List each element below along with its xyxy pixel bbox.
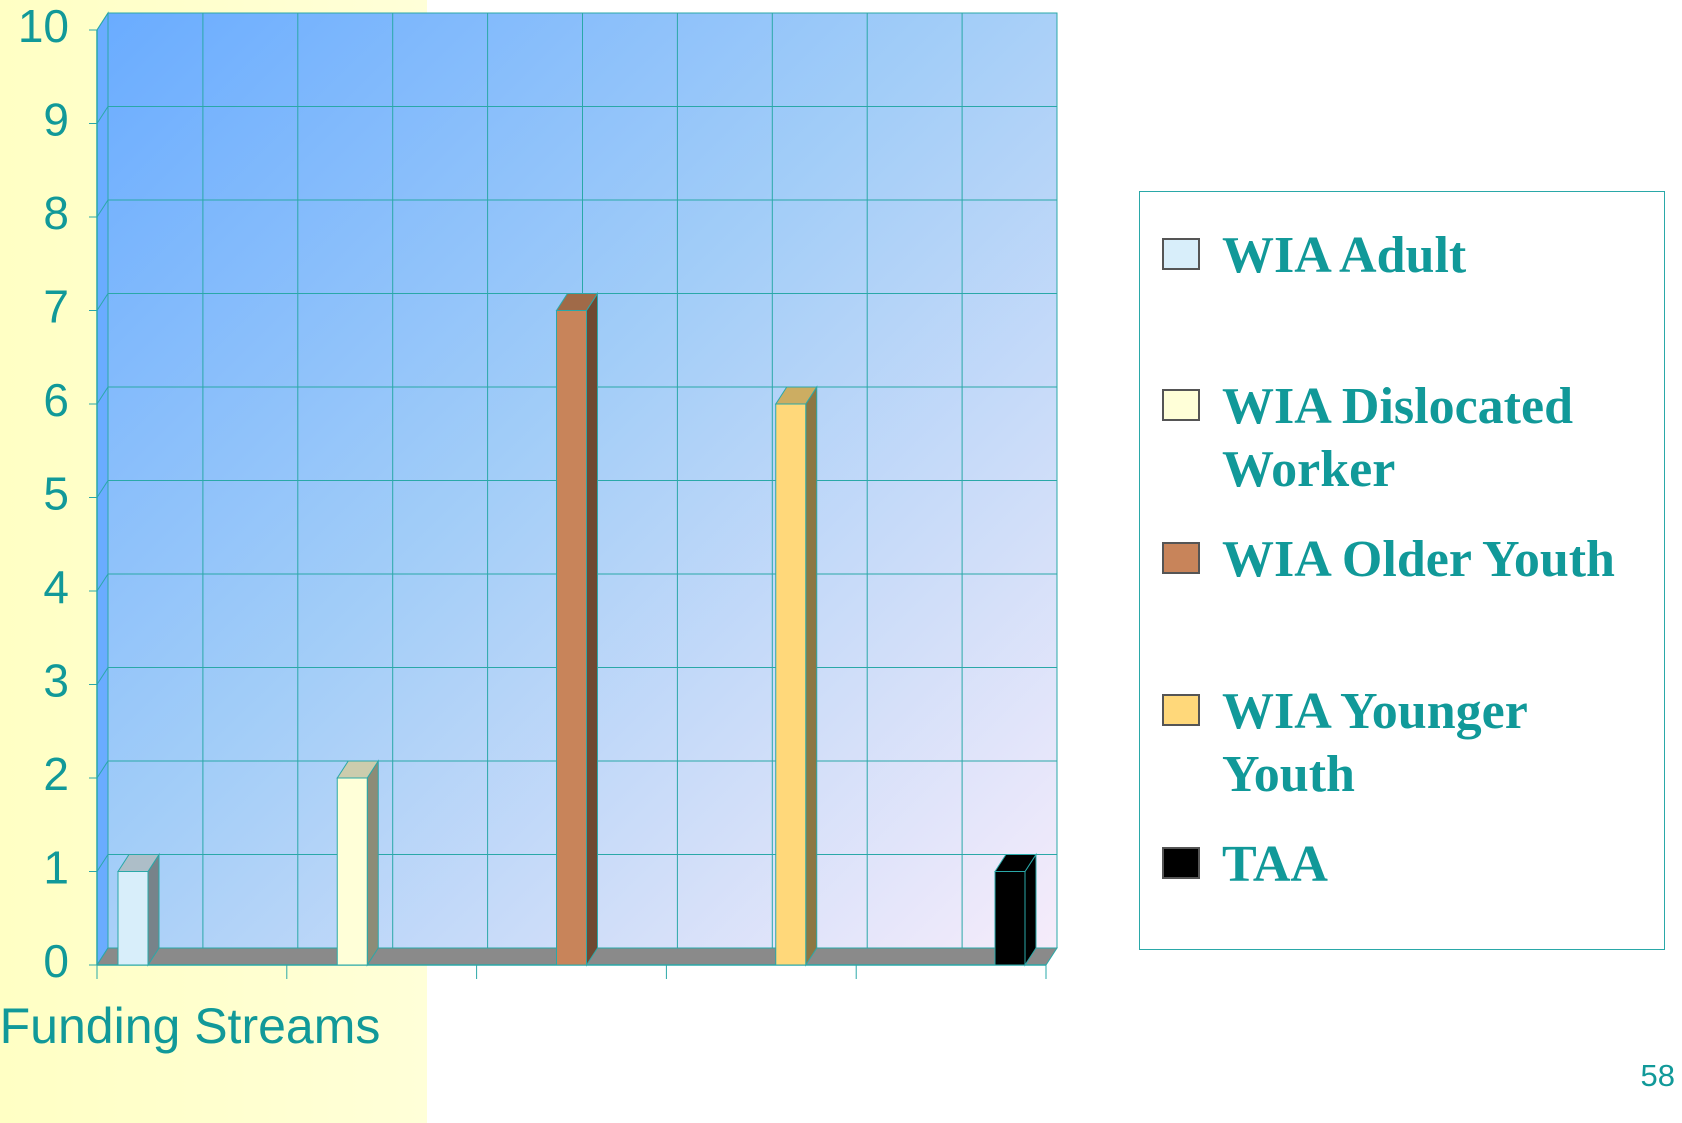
grid-line	[96, 573, 109, 592]
legend-label: WIA Adult	[1222, 227, 1467, 284]
bar-side	[147, 852, 160, 967]
bar-side	[586, 291, 598, 967]
grid-line	[96, 386, 109, 405]
bar	[775, 403, 807, 966]
grid-line	[96, 106, 109, 124]
bar	[994, 871, 1026, 966]
y-tick-label: 10	[18, 0, 69, 52]
y-tick-label: 3	[43, 655, 69, 707]
legend-label: TAA	[1222, 836, 1328, 893]
y-tick-label: 5	[43, 468, 69, 520]
bar	[117, 871, 149, 966]
y-tick-label: 4	[43, 561, 69, 613]
grid-line	[96, 760, 109, 779]
legend-label: WIA Younger Youth	[1222, 683, 1527, 803]
grid-line	[96, 854, 109, 872]
bar	[556, 310, 587, 966]
y-tick-label: 2	[43, 748, 69, 800]
bar-side	[1024, 852, 1037, 967]
grid-line	[96, 199, 109, 218]
legend-label: WIA Older Youth	[1222, 531, 1615, 588]
y-tick-label: 7	[43, 281, 69, 333]
legend-swatch	[1162, 389, 1200, 421]
legend-swatch	[1162, 847, 1200, 879]
y-tick-label: 6	[43, 374, 69, 426]
y-tick-label: 9	[43, 94, 69, 146]
y-tick-label: 8	[43, 187, 69, 239]
bar-side	[366, 759, 379, 967]
legend-label: WIA Dislocated Worker	[1222, 378, 1573, 498]
page-number: 58	[1640, 1058, 1675, 1093]
category-label: Funding Streams	[0, 998, 380, 1054]
grid-line	[96, 12, 109, 31]
bar-side	[805, 385, 818, 967]
legend-swatch	[1162, 694, 1200, 726]
grid-line	[96, 667, 109, 685]
legend-swatch	[1162, 542, 1200, 574]
legend-swatch	[1162, 238, 1200, 270]
grid-line	[96, 293, 109, 311]
grid-line	[96, 480, 109, 498]
legend: WIA Adult WIA Dislocated Worker WIA Older …	[1139, 191, 1665, 950]
y-tick-label: 1	[43, 842, 69, 894]
y-tick-label: 0	[43, 935, 69, 987]
bar	[336, 777, 368, 966]
